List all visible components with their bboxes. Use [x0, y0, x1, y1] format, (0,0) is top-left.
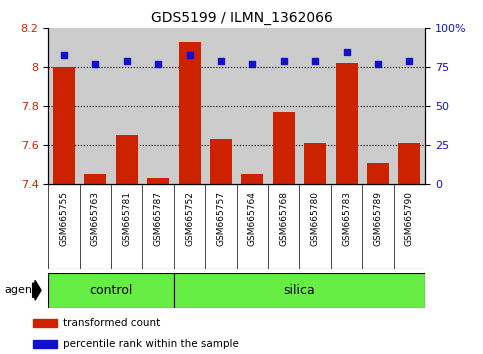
Text: GSM665789: GSM665789 [373, 191, 383, 246]
Point [312, 58, 319, 64]
Text: agent: agent [5, 285, 37, 295]
Bar [174, 273, 425, 308]
Point [92, 61, 99, 67]
Point [217, 58, 225, 64]
Text: GSM665757: GSM665757 [216, 191, 226, 246]
Point [280, 58, 288, 64]
Bar [273, 112, 295, 184]
Text: silica: silica [284, 284, 315, 297]
Text: GSM665783: GSM665783 [342, 191, 351, 246]
Point [123, 58, 130, 64]
Bar [398, 143, 420, 184]
Bar [304, 143, 326, 184]
Bar [85, 175, 106, 184]
Text: GSM665763: GSM665763 [91, 191, 100, 246]
Text: GSM665752: GSM665752 [185, 191, 194, 246]
Point [374, 61, 382, 67]
Point [186, 52, 194, 58]
Point [155, 61, 162, 67]
Text: GSM665787: GSM665787 [154, 191, 163, 246]
Text: GDS5199 / ILMN_1362066: GDS5199 / ILMN_1362066 [151, 11, 332, 25]
Text: control: control [89, 284, 133, 297]
Text: GSM665780: GSM665780 [311, 191, 320, 246]
Bar [242, 175, 263, 184]
Text: GSM665768: GSM665768 [279, 191, 288, 246]
Bar [33, 340, 57, 348]
Bar [48, 273, 174, 308]
Text: GSM665764: GSM665764 [248, 191, 257, 246]
Point [249, 61, 256, 67]
Bar [53, 67, 75, 184]
Bar [116, 136, 138, 184]
Text: GSM665790: GSM665790 [405, 191, 414, 246]
Bar [147, 178, 169, 184]
Point [60, 52, 68, 58]
Text: percentile rank within the sample: percentile rank within the sample [63, 339, 239, 349]
Bar [336, 63, 357, 184]
Bar [179, 42, 200, 184]
Text: GSM665781: GSM665781 [122, 191, 131, 246]
Bar [367, 163, 389, 184]
Bar [210, 139, 232, 184]
Bar [33, 319, 57, 327]
Text: transformed count: transformed count [63, 318, 160, 328]
Point [406, 58, 413, 64]
FancyArrow shape [33, 280, 41, 300]
Point [343, 49, 351, 55]
Text: GSM665755: GSM665755 [59, 191, 69, 246]
